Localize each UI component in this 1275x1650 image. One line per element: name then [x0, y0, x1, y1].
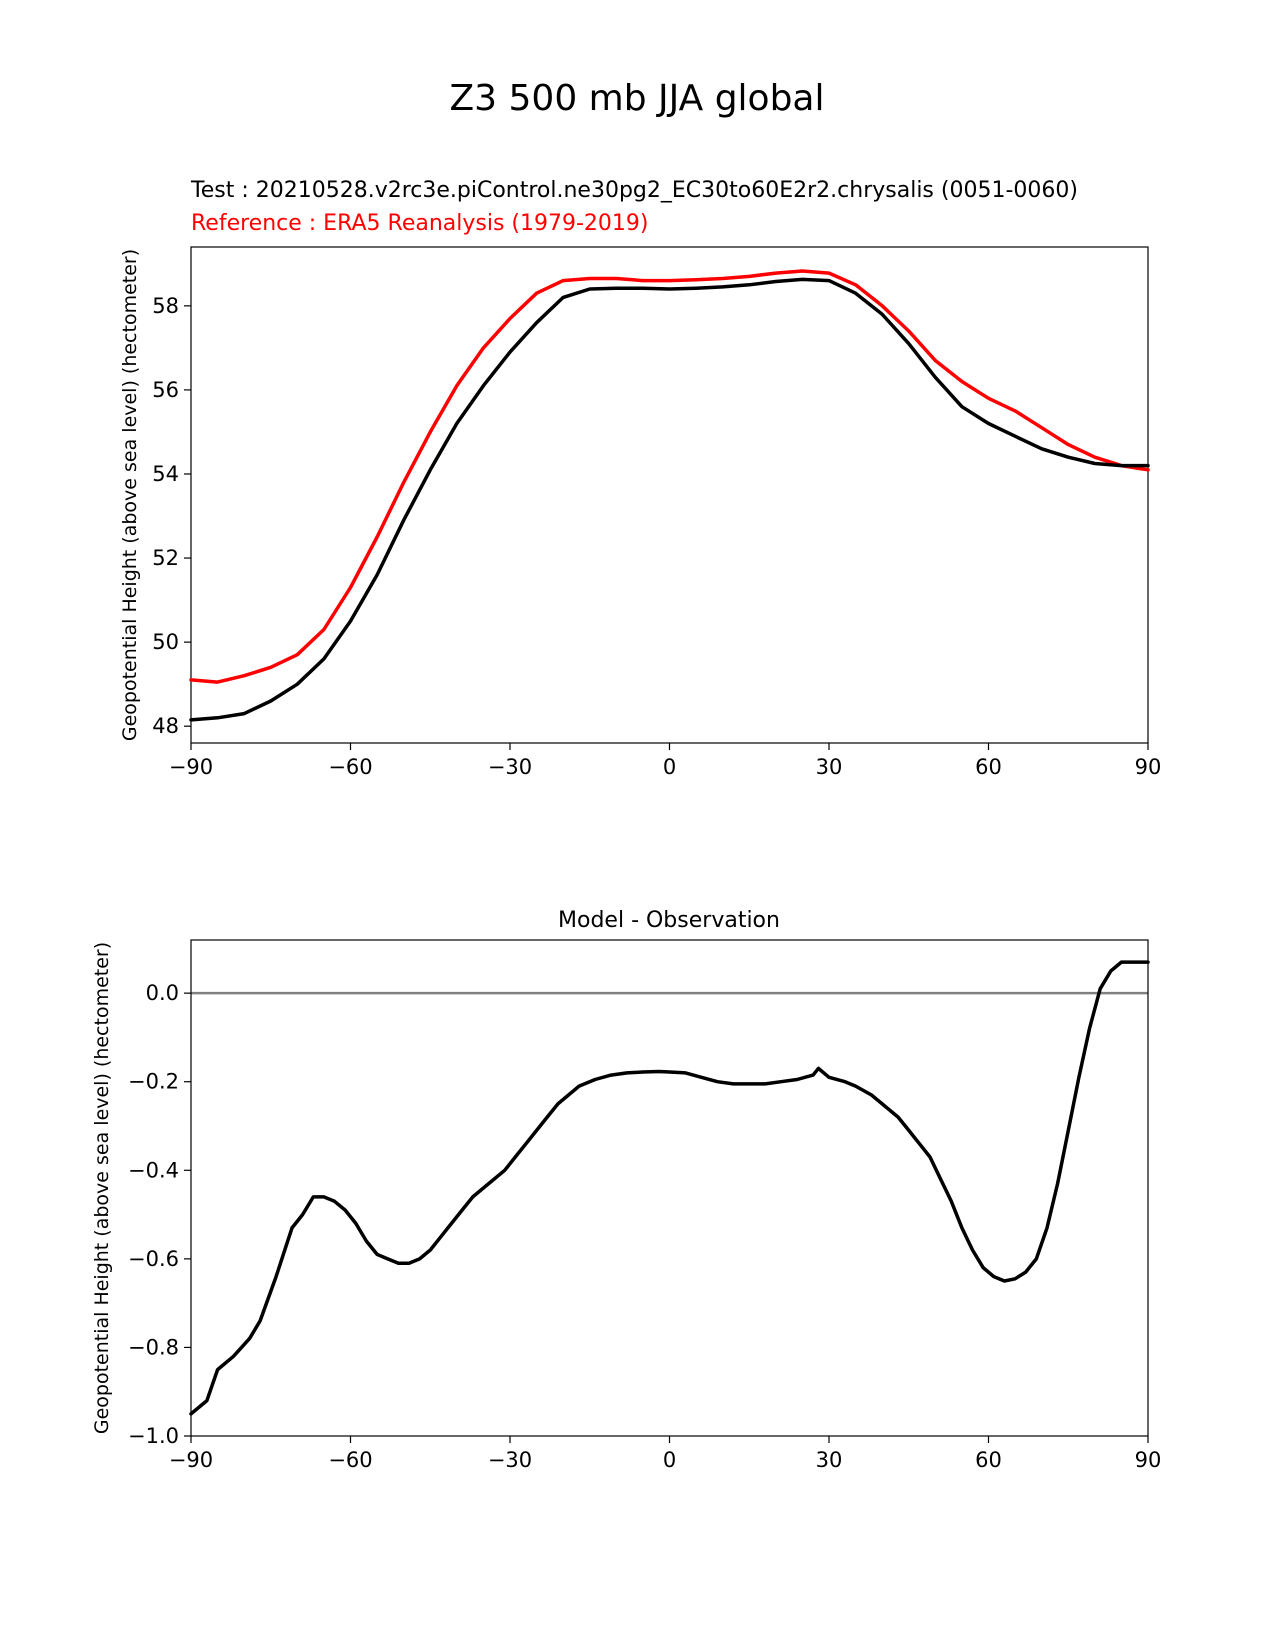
x-tick-label: 30 [816, 755, 843, 779]
x-tick-label: −60 [328, 755, 372, 779]
x-tick-label: 0 [663, 755, 676, 779]
x-tick-label: 0 [663, 1448, 676, 1472]
panel-title: Model - Observation [558, 908, 780, 933]
y-tick-label: 54 [152, 462, 179, 486]
series-group [189, 269, 1150, 722]
y-tick-label: 50 [152, 630, 179, 654]
y-tick-label: 48 [152, 714, 179, 738]
x-axis-ticks: −90 −60 −30 0 30 60 90 [169, 743, 1162, 779]
plot-area-top [190, 246, 1149, 744]
x-tick-label: 60 [975, 1448, 1002, 1472]
x-tick-label: −60 [328, 1448, 372, 1472]
bottom-panel: Model - Observation −90 −60 −30 0 30 60 90 −1.… [91, 908, 1161, 1472]
y-tick-label: 56 [152, 378, 179, 402]
y-tick-label: −0.8 [128, 1335, 179, 1359]
y-axis-ticks: −1.0 −0.8 −0.6 −0.4 −0.2 0.0 [128, 981, 191, 1448]
y-tick-label: 0.0 [146, 981, 179, 1005]
x-tick-label: −30 [488, 1448, 532, 1472]
y-axis-ticks: 48 50 52 54 56 58 [152, 294, 191, 738]
y-tick-label: 52 [152, 546, 179, 570]
y-tick-label: −0.4 [128, 1158, 179, 1182]
x-tick-label: 60 [975, 755, 1002, 779]
y-tick-label: −0.2 [128, 1070, 179, 1094]
reference-label: Reference : ERA5 Reanalysis (1979-2019) [191, 211, 649, 236]
series-line-0 [189, 960, 1150, 1416]
series-line-1 [189, 277, 1150, 722]
y-tick-label: 58 [152, 294, 179, 318]
test-label: Test : 20210528.v2rc3e.piControl.ne30pg2… [190, 178, 1078, 203]
y-tick-label: −1.0 [128, 1424, 179, 1448]
series-group [189, 960, 1150, 1416]
y-axis-label: Geopotential Height (above sea level) (h… [119, 249, 141, 741]
x-tick-label: −90 [169, 1448, 213, 1472]
y-tick-label: −0.6 [128, 1247, 179, 1271]
series-line-0 [189, 269, 1150, 684]
y-axis-label: Geopotential Height (above sea level) (h… [91, 942, 113, 1434]
x-tick-label: −90 [169, 755, 213, 779]
top-panel: Test : 20210528.v2rc3e.piControl.ne30pg2… [119, 178, 1161, 779]
plot-area-bottom [190, 939, 1149, 1437]
x-tick-label: 90 [1135, 1448, 1162, 1472]
x-tick-label: 30 [816, 1448, 843, 1472]
x-tick-label: 90 [1135, 755, 1162, 779]
x-axis-ticks: −90 −60 −30 0 30 60 90 [169, 1436, 1162, 1472]
figure-title: Z3 500 mb JJA global [450, 78, 825, 119]
x-tick-label: −30 [488, 755, 532, 779]
